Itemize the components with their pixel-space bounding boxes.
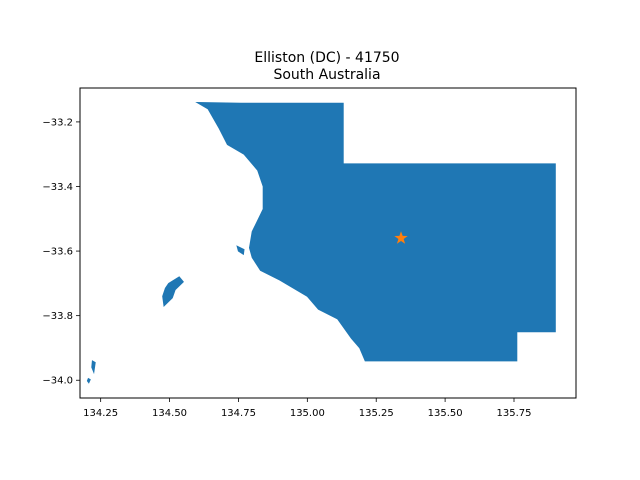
x-tick-label: 135.25 (359, 408, 394, 419)
region-polygon-1 (162, 276, 184, 308)
y-tick-label: −33.6 (42, 247, 73, 258)
x-tick-label: 135.00 (290, 408, 325, 419)
x-tick-label: 135.75 (497, 408, 532, 419)
region-polygon-0 (195, 101, 556, 362)
map-title-line2: South Australia (273, 67, 380, 83)
x-tick-label: 134.75 (221, 408, 256, 419)
axes-frame (79, 87, 577, 399)
x-tick-label: 134.25 (83, 408, 118, 419)
location-star-marker (394, 231, 408, 244)
map-title-line1: Elliston (DC) - 41750 (254, 50, 399, 66)
region-polygon-2 (236, 245, 245, 256)
y-tick-label: −33.8 (42, 311, 73, 322)
y-tick-label: −33.4 (42, 182, 73, 193)
y-tick-label: −33.2 (42, 117, 73, 128)
region-polygon-3 (91, 360, 96, 375)
y-tick-label: −34.0 (42, 376, 73, 387)
x-tick-label: 135.50 (428, 408, 463, 419)
y-axis-ticks: −33.2 −33.4 −33.6 −33.8 −34.0 (42, 117, 80, 387)
marker-layer (394, 231, 408, 244)
region-polygon-4 (86, 377, 91, 384)
plot-area (86, 101, 556, 384)
x-axis-ticks: 134.25 134.50 134.75 135.00 135.25 135.50 135.… (83, 398, 532, 419)
x-tick-label: 134.50 (152, 408, 187, 419)
